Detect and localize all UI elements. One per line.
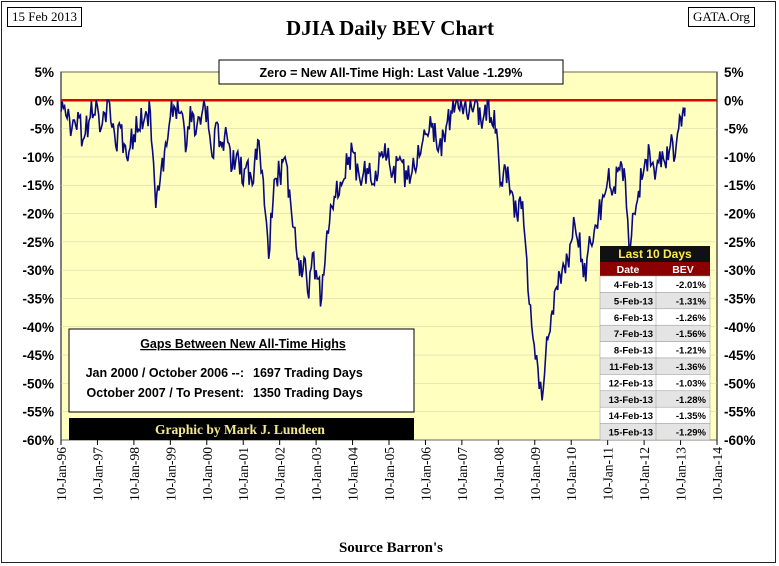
last-10-days-table: Last 10 Days Date BEV 4-Feb-13 -2.01% 5-Feb-1… xyxy=(599,246,711,441)
gaps-period: October 2007 / To Present: xyxy=(87,386,244,400)
y-tick-label-right: -40% xyxy=(724,320,756,335)
last10-bev: -1.03% xyxy=(676,378,707,389)
y-tick-label-left: -55% xyxy=(22,405,54,420)
y-tick-label-right: -30% xyxy=(724,263,756,278)
last10-bev: -1.28% xyxy=(676,395,707,406)
last10-bev: -1.56% xyxy=(676,329,707,340)
y-tick-label-left: 0% xyxy=(34,93,54,108)
y-tick-label-left: -15% xyxy=(22,178,54,193)
x-tick-label: 10-Jan-13 xyxy=(674,447,689,501)
x-tick-label: 10-Jan-05 xyxy=(382,447,397,501)
x-tick-label: 10-Jan-97 xyxy=(90,447,105,501)
source-credit: GATA.Org xyxy=(688,7,755,27)
y-tick-label-right: -20% xyxy=(724,207,756,222)
y-tick-label-left: -10% xyxy=(22,150,54,165)
y-tick-label-left: -50% xyxy=(22,376,54,391)
last10-date: 6-Feb-13 xyxy=(614,313,653,324)
y-tick-label-right: -45% xyxy=(724,348,756,363)
last10-title-bg xyxy=(600,246,710,262)
y-tick-label-right: -25% xyxy=(724,235,756,250)
chart-title: DJIA Daily BEV Chart xyxy=(286,16,494,40)
last10-date: 12-Feb-13 xyxy=(609,378,653,389)
y-tick-label-right: -35% xyxy=(724,291,756,306)
gaps-box: Gaps Between New All-Time Highs Jan 2000… xyxy=(68,328,415,440)
x-tick-label: 10-Jan-12 xyxy=(637,447,652,501)
x-tick-label: 10-Jan-09 xyxy=(528,447,543,501)
y-axis-right: 5% 0% -5% -10% -15% -20% -25% -30% -35% -40% -45% -… xyxy=(724,65,756,448)
last10-date: 8-Feb-13 xyxy=(614,346,653,357)
last10-bev: -1.21% xyxy=(676,346,707,357)
x-tick-label: 10-Jan-14 xyxy=(710,447,725,501)
last10-bev: -1.35% xyxy=(676,411,707,422)
y-tick-label-right: -60% xyxy=(724,433,756,448)
zero-note-text: Zero = New All-Time High: Last Value -1.… xyxy=(260,66,523,80)
last10-bev: -1.26% xyxy=(676,313,707,324)
x-tick-label: 10-Jan-10 xyxy=(564,447,579,501)
gaps-period: Jan 2000 / October 2006 --: xyxy=(86,366,244,380)
graphic-credit: Graphic by Mark J. Lundeen xyxy=(155,422,325,437)
x-tick-label: 10-Jan-01 xyxy=(236,447,251,501)
y-tick-label-left: -5% xyxy=(30,122,54,137)
y-tick-label-right: -5% xyxy=(724,122,748,137)
x-axis-label: Source Barron's xyxy=(339,540,443,556)
x-axis: 10-Jan-96 10-Jan-97 10-Jan-98 10-Jan-99 10-J… xyxy=(54,440,725,501)
last10-bev: -1.36% xyxy=(676,362,707,373)
y-tick-label-left: -45% xyxy=(22,348,54,363)
x-tick-label: 10-Jan-03 xyxy=(309,447,324,501)
y-tick-label-left: -35% xyxy=(22,291,54,306)
last10-date: 15-Feb-13 xyxy=(609,428,653,439)
x-tick-label: 10-Jan-04 xyxy=(346,447,361,501)
x-tick-label: 10-Jan-02 xyxy=(273,447,288,501)
last10-date: 7-Feb-13 xyxy=(614,329,653,340)
x-tick-label: 10-Jan-11 xyxy=(601,447,616,501)
y-tick-label-right: 5% xyxy=(724,65,744,80)
last10-header-bg xyxy=(600,262,710,276)
last10-date: 11-Feb-13 xyxy=(609,362,653,373)
zero-note-box: Zero = New All-Time High: Last Value -1.… xyxy=(218,59,564,85)
y-tick-label-left: -20% xyxy=(22,207,54,222)
y-tick-label-left: 5% xyxy=(34,65,54,80)
x-tick-label: 10-Jan-00 xyxy=(200,447,215,501)
y-tick-label-left: -25% xyxy=(22,235,54,250)
y-tick-label-left: -60% xyxy=(22,433,54,448)
y-tick-label-right: -15% xyxy=(724,178,756,193)
last10-row xyxy=(599,423,711,441)
y-tick-label-right: -50% xyxy=(724,376,756,391)
last10-header-date: Date xyxy=(617,264,640,276)
last10-title: Last 10 Days xyxy=(618,247,692,261)
last10-date: 13-Feb-13 xyxy=(609,395,653,406)
last10-date: 14-Feb-13 xyxy=(609,411,653,422)
y-axis-left: 5% 0% -5% -10% -15% -20% -25% -30% -35% -40% -45% -… xyxy=(22,65,54,448)
y-tick-label-left: -40% xyxy=(22,320,54,335)
last10-bev: -1.31% xyxy=(676,296,707,307)
last10-bev: -1.29% xyxy=(676,428,707,439)
last10-bev: -2.01% xyxy=(676,280,707,291)
last10-header-bev: BEV xyxy=(672,264,694,276)
x-tick-label: 10-Jan-96 xyxy=(54,447,69,501)
y-tick-label-left: -30% xyxy=(22,263,54,278)
gaps-days: 1697 Trading Days xyxy=(253,366,363,380)
last10-date: 4-Feb-13 xyxy=(614,280,653,291)
y-tick-label-right: -55% xyxy=(724,405,756,420)
bev-series-line xyxy=(60,99,686,401)
x-tick-label: 10-Jan-08 xyxy=(491,447,506,501)
y-tick-label-right: -10% xyxy=(724,150,756,165)
x-tick-label: 10-Jan-07 xyxy=(455,447,470,501)
gaps-days: 1350 Trading Days xyxy=(253,386,363,400)
x-tick-label: 10-Jan-06 xyxy=(418,447,433,501)
x-tick-label: 10-Jan-98 xyxy=(127,447,142,501)
gaps-title: Gaps Between New All-Time Highs xyxy=(140,337,346,351)
x-tick-label: 10-Jan-99 xyxy=(163,447,178,501)
last10-date: 5-Feb-13 xyxy=(614,296,653,307)
date-label: 15 Feb 2013 xyxy=(7,7,82,27)
y-tick-label-right: 0% xyxy=(724,93,744,108)
